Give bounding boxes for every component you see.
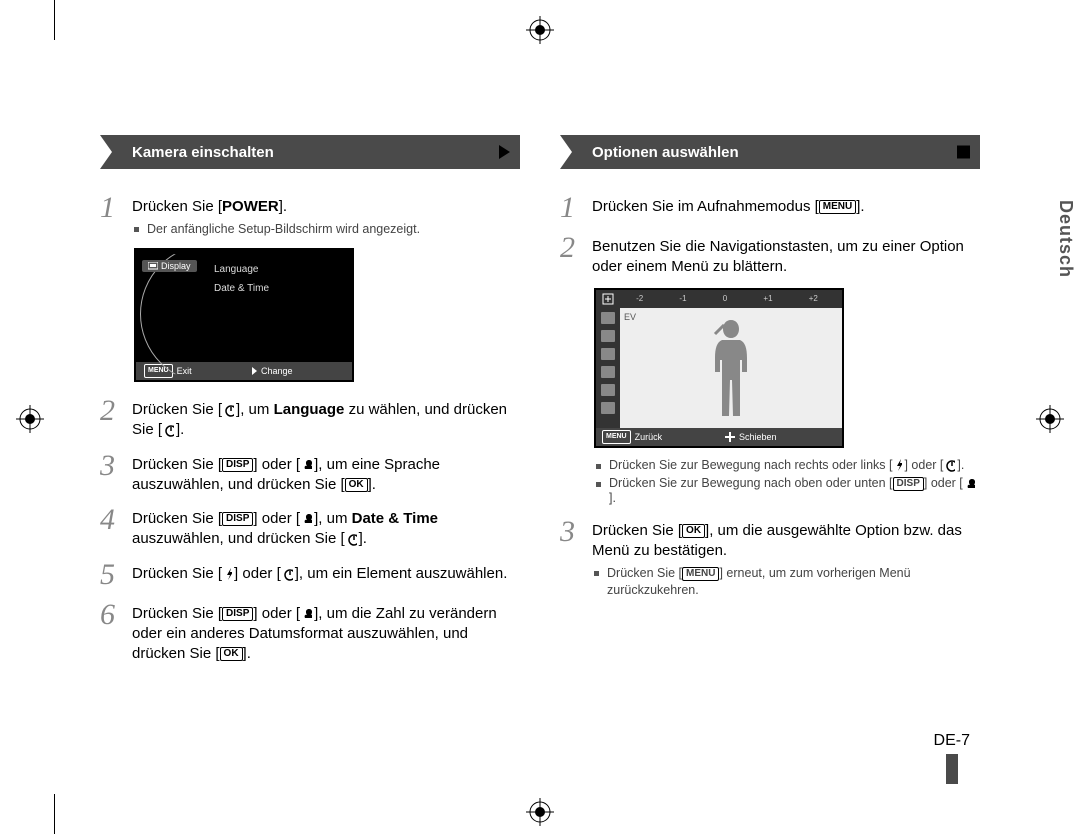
step-sub: Der anfängliche Setup-Bildschirm wird an… — [132, 221, 520, 238]
step-number: 1 — [100, 193, 132, 238]
registration-mark-icon — [1036, 405, 1064, 433]
macro-icon — [300, 512, 314, 526]
flash-icon — [222, 567, 234, 581]
side-icon — [601, 312, 615, 324]
person-silhouette-icon — [701, 316, 761, 420]
timer-icon — [345, 532, 359, 546]
step-5: 5 Drücken Sie [] oder [], um ein Element… — [100, 560, 520, 590]
flash-icon — [892, 458, 904, 472]
play-icon — [499, 145, 510, 159]
side-icon — [601, 384, 615, 396]
registration-mark-icon — [526, 798, 554, 826]
header-ribbon: Optionen auswählen — [572, 135, 980, 169]
registration-mark-icon — [16, 405, 44, 433]
step-4: 4 Drücken Sie [DISP] oder [], um Date & … — [100, 505, 520, 550]
macro-icon — [300, 458, 314, 472]
timer-icon — [943, 458, 957, 472]
ok-icon: OK — [682, 524, 705, 538]
disp-icon: DISP — [222, 458, 253, 472]
menu-icon: MENU — [682, 567, 719, 581]
step-2: 2 Benutzen Sie die Navigationstasten, um… — [560, 233, 980, 278]
right-column: Optionen auswählen 1 Drücken Sie im Aufn… — [560, 135, 980, 755]
ev-icon — [602, 293, 614, 305]
disp-icon: DISP — [893, 477, 924, 491]
display-icon — [148, 262, 158, 270]
step-2: 2 Drücken Sie [], um Language zu wählen,… — [100, 396, 520, 441]
ok-icon: OK — [220, 647, 243, 661]
page-content: Kamera einschalten 1 Drücken Sie [POWER]… — [100, 135, 980, 755]
page-bar — [946, 754, 958, 784]
lcd-setup-screen: Display Language Date & Time MENUExit Ch… — [134, 248, 354, 382]
left-column: Kamera einschalten 1 Drücken Sie [POWER]… — [100, 135, 520, 755]
section-header-left: Kamera einschalten — [100, 135, 520, 175]
side-icon — [601, 402, 615, 414]
side-icon — [601, 330, 615, 342]
timer-icon — [281, 567, 295, 581]
stop-icon — [957, 146, 970, 159]
disp-icon: DISP — [222, 607, 253, 621]
step-1: 1 Drücken Sie im Aufnahmemodus [MENU]. — [560, 193, 980, 223]
ev-label: EV — [624, 312, 636, 322]
lcd-menu-item: Date & Time — [214, 279, 346, 298]
lcd-menu-item: Language — [214, 260, 346, 279]
lcd-side-icons — [596, 308, 620, 428]
step-2-subs: Drücken Sie zur Bewegung nach rechts ode… — [594, 458, 980, 505]
macro-icon — [300, 607, 314, 621]
side-icon — [601, 366, 615, 378]
menu-icon: MENU — [819, 200, 856, 214]
lcd-tab: Display — [142, 260, 197, 272]
lcd-options-screen: -2 -1 0 +1 +2 EV — [594, 288, 844, 448]
step-1: 1 Drücken Sie [POWER]. Der anfängliche S… — [100, 193, 520, 238]
language-tab: Deutsch — [1055, 200, 1076, 278]
side-icon — [601, 348, 615, 360]
macro-icon — [963, 477, 977, 491]
step-3: 3 Drücken Sie [OK], um die ausgewählte O… — [560, 517, 980, 599]
ev-scale: -2 -1 0 +1 +2 — [618, 294, 836, 303]
crop-mark — [54, 794, 55, 834]
section-header-right: Optionen auswählen — [560, 135, 980, 175]
crop-mark — [54, 0, 55, 40]
timer-icon — [162, 423, 176, 437]
registration-mark-icon — [526, 16, 554, 44]
ok-icon: OK — [345, 478, 368, 492]
step-3: 3 Drücken Sie [DISP] oder [], um eine Sp… — [100, 451, 520, 496]
header-ribbon: Kamera einschalten — [112, 135, 520, 169]
triangle-right-icon — [252, 367, 257, 375]
nav-cross-icon — [725, 432, 735, 442]
step-text: Drücken Sie [POWER]. Der anfängliche Set… — [132, 193, 520, 238]
header-title: Optionen auswählen — [592, 144, 739, 161]
header-title: Kamera einschalten — [132, 144, 274, 161]
timer-icon — [222, 403, 236, 417]
step-6: 6 Drücken Sie [DISP] oder [], um die Zah… — [100, 600, 520, 665]
disp-icon: DISP — [222, 512, 253, 526]
page-number: DE-7 — [934, 732, 970, 784]
